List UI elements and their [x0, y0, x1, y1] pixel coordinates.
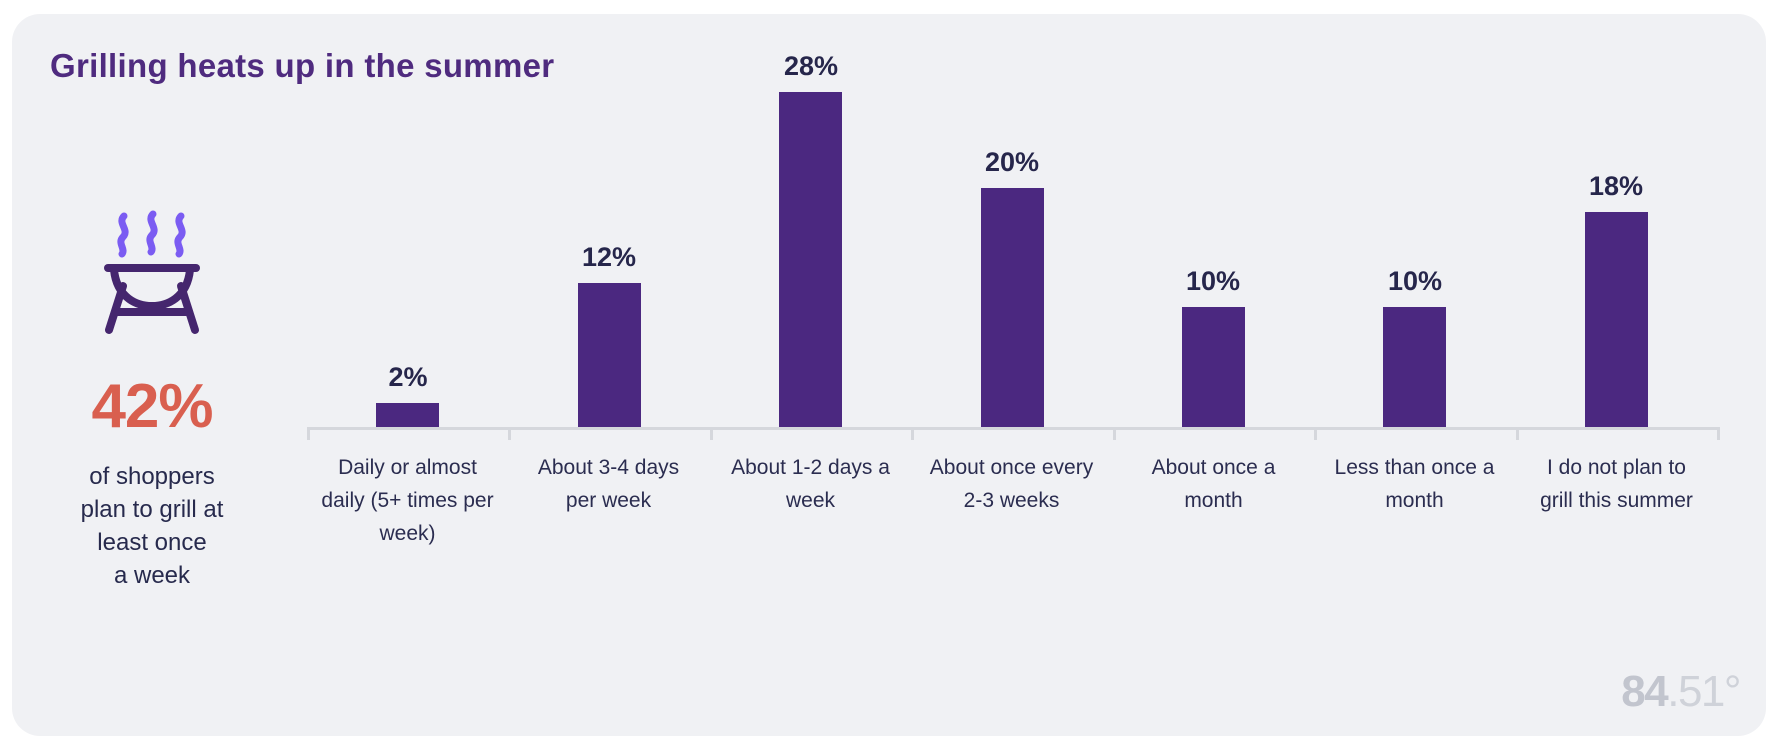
bar	[578, 283, 641, 427]
category-label: About once a month	[1151, 456, 1276, 512]
bar-value-label: 20%	[984, 147, 1040, 177]
bar-value-label: 2%	[388, 362, 428, 392]
brand-logo-8451: 84.51°	[1621, 667, 1741, 716]
category-label: About 1-2 days a week	[731, 456, 890, 512]
bar	[981, 188, 1044, 427]
infographic-card: Grilling heats up in the summer 42% of s…	[12, 14, 1766, 736]
x-axis-tick	[1113, 427, 1116, 440]
x-axis-tick	[508, 427, 511, 440]
category-label: Daily or almost daily (5+ times per week…	[321, 456, 494, 545]
x-axis-tick	[911, 427, 914, 440]
x-axis-tick	[1717, 427, 1720, 440]
bar-chart: 2% Daily or almost daily (5+ times per we…	[12, 14, 1766, 736]
category-label: I do not plan to grill this summer	[1540, 456, 1693, 512]
logo-suffix: .51°	[1667, 667, 1741, 716]
category-label: About 3-4 days per week	[537, 456, 680, 512]
x-axis-tick	[307, 427, 310, 440]
grill-body	[104, 264, 200, 334]
x-axis-tick	[710, 427, 713, 440]
bar	[1383, 307, 1446, 427]
bar	[1182, 307, 1245, 427]
chart-title: Grilling heats up in the summer	[50, 47, 555, 84]
stat-value: 42%	[91, 372, 213, 441]
bar-value-label: 10%	[1387, 266, 1443, 296]
logo-prefix: 84	[1621, 667, 1668, 716]
x-axis-line	[307, 427, 1720, 430]
category-label: Less than once a month	[1334, 456, 1495, 512]
bar	[779, 92, 842, 427]
bar	[1585, 212, 1648, 427]
grill-icon	[104, 210, 200, 334]
bar-value-label: 10%	[1185, 266, 1241, 296]
bar-value-label: 18%	[1588, 171, 1644, 201]
bar-value-label: 28%	[783, 51, 839, 81]
x-axis-tick	[1516, 427, 1519, 440]
steam-icon	[117, 210, 186, 258]
stat-description: of shoppers plan to grill at least once …	[80, 463, 224, 589]
bar-value-label: 12%	[581, 242, 637, 272]
x-axis-tick	[1314, 427, 1317, 440]
bar	[376, 403, 439, 427]
category-label: About once every 2-3 weeks	[929, 456, 1094, 512]
